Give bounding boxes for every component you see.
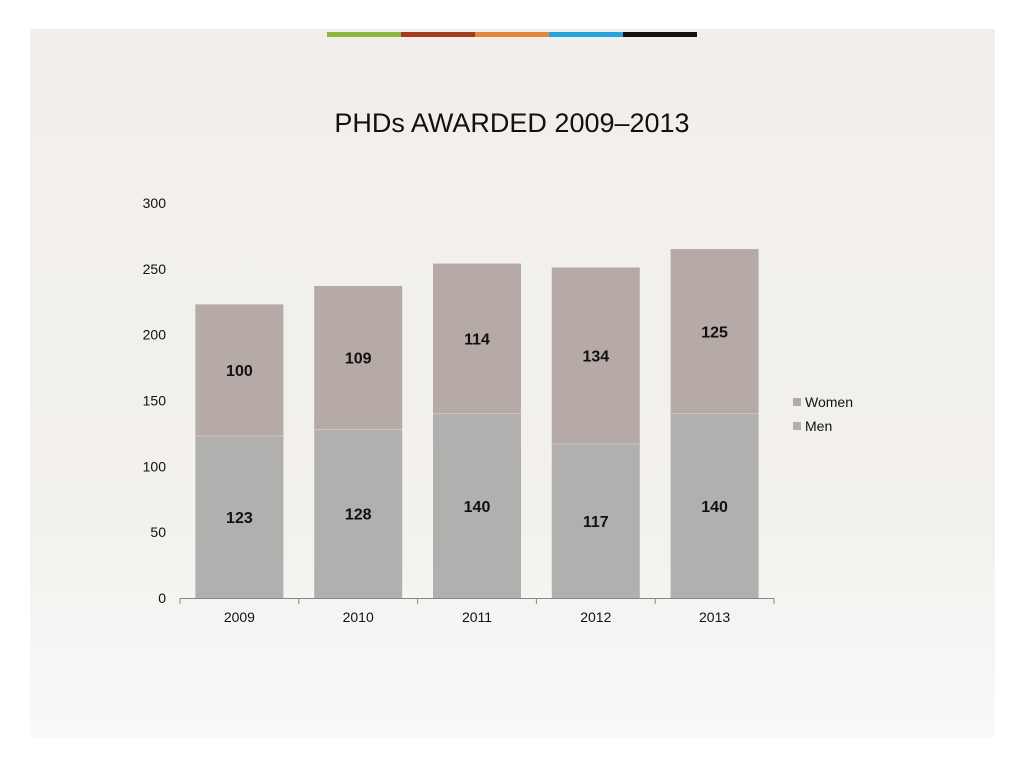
- bar-men-2010: [314, 429, 403, 598]
- y-tick-label-250: 250: [143, 261, 167, 277]
- bar-women-2011: [433, 263, 521, 414]
- legend-label-women: Women: [805, 394, 853, 410]
- data-label-women-2009: 100: [226, 363, 253, 380]
- y-tick-label-50: 50: [150, 524, 166, 540]
- bar-women-2013: [670, 249, 759, 414]
- data-label-men-2012: 117: [583, 514, 609, 531]
- x-tick-label-2013: 2013: [699, 609, 730, 625]
- accent-segment-0: [327, 32, 401, 37]
- x-tick-label-2009: 2009: [224, 609, 255, 625]
- accent-segment-2: [475, 32, 549, 37]
- legend-swatch-men: [793, 422, 801, 430]
- x-tick-label-2012: 2012: [580, 609, 611, 625]
- bar-men-2013: [670, 413, 759, 598]
- x-tick-label-2011: 2011: [462, 609, 492, 625]
- data-label-men-2010: 128: [345, 507, 372, 524]
- legend-label-men: Men: [805, 418, 833, 434]
- x-tick-label-2010: 2010: [343, 609, 374, 625]
- chart-title: PHDs AWARDED 2009–2013: [334, 108, 690, 138]
- data-label-men-2009: 123: [226, 510, 253, 527]
- bar-men-2009: [195, 436, 284, 598]
- accent-color-bar: [327, 32, 697, 37]
- data-label-women-2010: 109: [345, 351, 372, 368]
- bar-men-2011: [433, 413, 521, 598]
- data-label-women-2013: 125: [701, 324, 728, 341]
- data-label-men-2013: 140: [701, 499, 728, 516]
- accent-segment-4: [623, 32, 697, 37]
- accent-segment-3: [549, 32, 623, 37]
- bar-men-2012: [551, 443, 640, 598]
- legend-item-women: Women: [793, 390, 853, 414]
- bar-women-2009: [195, 304, 284, 437]
- legend-item-men: Men: [793, 414, 853, 438]
- bar-women-2010: [314, 285, 403, 430]
- chart-legend: Women Men: [793, 390, 853, 438]
- y-tick-label-300: 300: [143, 195, 167, 211]
- data-label-men-2011: 140: [464, 499, 491, 516]
- y-tick-label-150: 150: [143, 393, 167, 409]
- y-tick-label-100: 100: [143, 458, 167, 474]
- data-label-women-2011: 114: [464, 332, 490, 349]
- bar-women-2012: [551, 267, 640, 444]
- data-label-women-2012: 134: [582, 349, 609, 366]
- accent-segment-1: [401, 32, 475, 37]
- y-tick-label-0: 0: [158, 590, 166, 606]
- y-tick-label-200: 200: [143, 327, 167, 343]
- legend-swatch-women: [793, 398, 801, 406]
